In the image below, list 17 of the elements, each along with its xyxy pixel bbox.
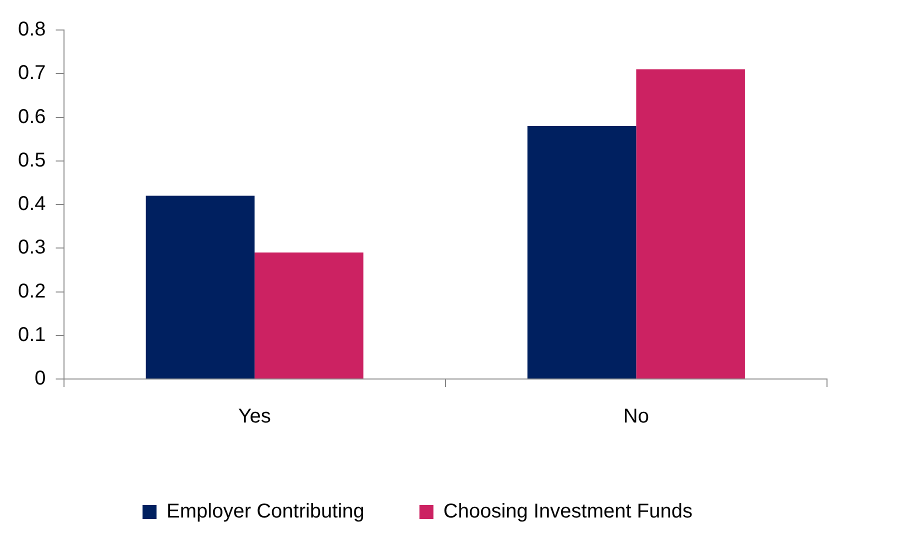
bar — [254, 252, 364, 378]
y-tick-label: 0.5 — [18, 149, 46, 172]
y-tick-label: 0.4 — [18, 193, 46, 216]
legend-label: Choosing Investment Funds — [443, 500, 692, 523]
y-tick-label: 0.2 — [18, 280, 46, 302]
x-tick-label: Yes — [238, 406, 271, 428]
bar — [636, 69, 745, 378]
y-tick-label: 0.7 — [18, 62, 46, 84]
legend-label: Employer Contributing — [166, 500, 364, 523]
bar — [146, 196, 255, 378]
y-tick-label: 0.1 — [18, 324, 46, 346]
y-tick-label: 0.3 — [18, 236, 46, 259]
y-tick-label: 0.6 — [18, 106, 46, 128]
x-tick-label: No — [623, 406, 649, 428]
bar — [527, 126, 636, 378]
y-tick-label: 0 — [34, 368, 46, 390]
y-tick-label: 0.8 — [18, 18, 46, 41]
